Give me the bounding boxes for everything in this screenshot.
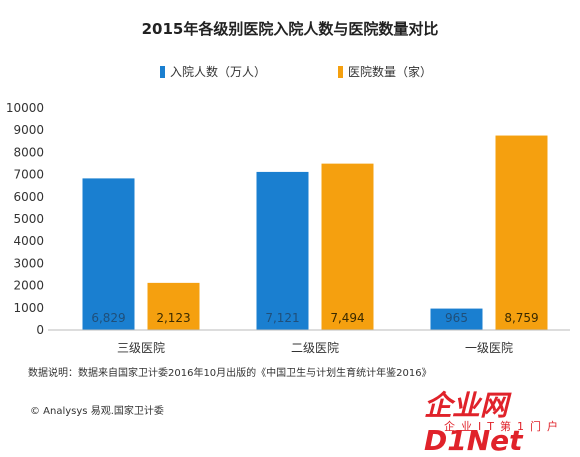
bar <box>147 282 200 330</box>
data-note: 数据说明：数据来自国家卫计委2016年10月出版的《中国卫生与计划生育统计年鉴2… <box>28 368 432 379</box>
y-tick-label: 3000 <box>13 256 44 270</box>
legend-swatch <box>338 66 343 78</box>
y-tick-label: 5000 <box>13 212 44 226</box>
category-labels: 三级医院 二级医院 一级医院 <box>117 341 513 355</box>
bar-chart: 入院人数（万人） 医院数量（家） 0 1000 2000 3000 4000 5000 600… <box>6 64 570 355</box>
y-axis: 0 1000 2000 3000 4000 5000 6000 7000 8000 9000 100… <box>6 101 44 337</box>
bar <box>430 308 483 330</box>
y-tick-label: 7000 <box>13 168 44 182</box>
legend-label: 入院人数（万人） <box>170 64 266 79</box>
data-label: 6,829 <box>91 311 125 325</box>
category-label: 一级医院 <box>465 341 513 355</box>
brand-logo: 企业网D1Net 企业IT第1门户 <box>424 384 574 457</box>
category-label: 三级医院 <box>117 341 165 355</box>
bar <box>495 135 548 330</box>
y-tick-label: 0 <box>36 323 44 337</box>
y-tick-label: 2000 <box>13 279 44 293</box>
data-label: 7,121 <box>265 311 299 325</box>
y-tick-label: 9000 <box>13 123 44 137</box>
data-label: 965 <box>445 311 468 325</box>
category-label: 二级医院 <box>291 341 339 355</box>
bar <box>321 163 374 330</box>
legend: 入院人数（万人） 医院数量（家） <box>160 64 432 79</box>
y-tick-label: 4000 <box>13 234 44 248</box>
source-credit: © Analysys 易观.国家卫计委 <box>30 406 164 417</box>
data-label: 2,123 <box>156 311 190 325</box>
bars <box>82 135 548 330</box>
legend-swatch <box>160 66 165 78</box>
legend-label: 医院数量（家） <box>348 64 432 79</box>
data-label: 8,759 <box>504 311 538 325</box>
y-tick-label: 8000 <box>13 145 44 159</box>
brand-tagline: 企业IT第1门户 <box>444 420 564 433</box>
data-labels: 6,829 2,123 7,121 7,494 965 8,759 <box>91 311 538 325</box>
chart-title: 2015年各级别医院入院人数与医院数量对比 <box>141 20 439 38</box>
y-tick-label: 1000 <box>13 301 44 315</box>
bar <box>82 178 135 330</box>
data-label: 7,494 <box>330 311 364 325</box>
y-tick-label: 10000 <box>6 101 44 115</box>
y-tick-label: 6000 <box>13 190 44 204</box>
bar <box>256 171 309 330</box>
